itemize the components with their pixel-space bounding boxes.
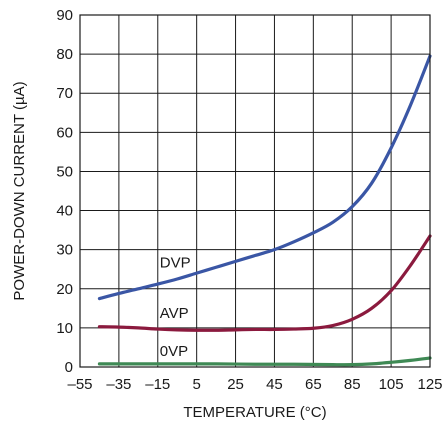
y-axis-title: POWER-DOWN CURRENT (µA) bbox=[11, 81, 28, 300]
y-tick-label: 30 bbox=[56, 242, 73, 259]
y-tick-label: 70 bbox=[56, 85, 73, 102]
grid bbox=[80, 15, 430, 367]
plot-frame bbox=[79, 14, 431, 368]
x-tick-label: 65 bbox=[305, 376, 322, 393]
x-tick-label: 105 bbox=[379, 376, 404, 393]
x-tick-label: 25 bbox=[227, 376, 244, 393]
x-axis-ticks: –55 –35 –15 5 25 45 65 85 105 125 bbox=[67, 376, 442, 393]
y-tick-label: 50 bbox=[56, 163, 73, 180]
series-labels: DVP AVP 0VP bbox=[160, 254, 191, 360]
x-tick-label: 125 bbox=[417, 376, 442, 393]
y-tick-label: 0 bbox=[65, 359, 73, 376]
x-axis-title: TEMPERATURE (°C) bbox=[183, 404, 326, 421]
series-label-0vp: 0VP bbox=[160, 343, 188, 360]
x-tick-label: 85 bbox=[344, 376, 361, 393]
y-tick-label: 80 bbox=[56, 46, 73, 63]
y-tick-label: 40 bbox=[56, 203, 73, 220]
x-tick-label: 5 bbox=[192, 376, 200, 393]
series-line-0vp bbox=[97, 356, 432, 367]
x-tick-label: 45 bbox=[266, 376, 283, 393]
series-line-dvp bbox=[97, 54, 432, 301]
y-tick-label: 20 bbox=[56, 281, 73, 298]
y-tick-label: 10 bbox=[56, 320, 73, 337]
x-tick-label: –55 bbox=[67, 376, 92, 393]
x-tick-label: –35 bbox=[106, 376, 131, 393]
series-line-avp bbox=[97, 234, 432, 332]
y-axis-ticks: 0 10 20 30 40 50 60 70 80 90 bbox=[56, 7, 73, 376]
series-label-dvp: DVP bbox=[160, 254, 191, 271]
y-tick-label: 60 bbox=[56, 124, 73, 141]
y-tick-label: 90 bbox=[56, 7, 73, 24]
series-layer bbox=[97, 54, 432, 367]
series-label-avp: AVP bbox=[160, 305, 189, 322]
x-tick-label: –15 bbox=[145, 376, 170, 393]
